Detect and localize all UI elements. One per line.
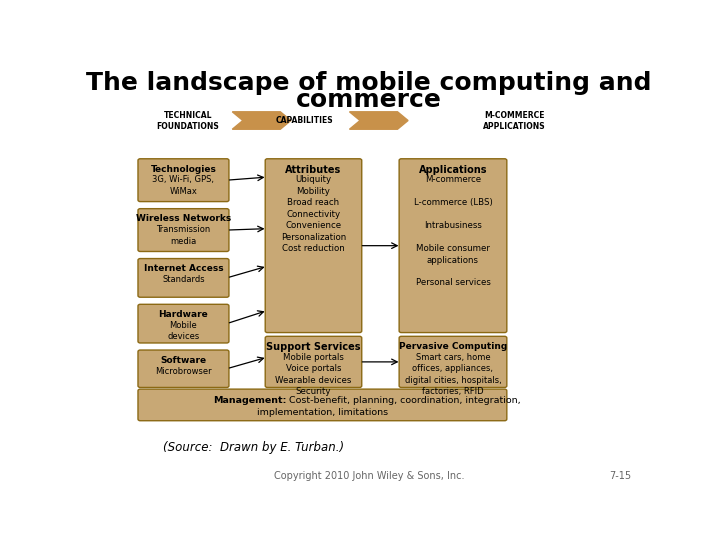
- Text: Software: Software: [161, 356, 207, 365]
- Polygon shape: [349, 112, 408, 129]
- FancyBboxPatch shape: [138, 389, 507, 421]
- Text: Applications: Applications: [419, 165, 487, 174]
- Text: M-commerce

L-commerce (LBS)

Intrabusiness

Mobile consumer
applications

Perso: M-commerce L-commerce (LBS) Intrabusines…: [413, 176, 492, 287]
- Text: Pervasive Computing: Pervasive Computing: [399, 342, 507, 351]
- Text: 3G, Wi-Fi, GPS,
WiMax: 3G, Wi-Fi, GPS, WiMax: [153, 176, 215, 196]
- Text: Cost-benefit, planning, coordination, integration,: Cost-benefit, planning, coordination, in…: [286, 396, 521, 405]
- Text: Support Services: Support Services: [266, 342, 361, 352]
- Text: Standards: Standards: [162, 275, 204, 284]
- Text: Smart cars, home
offices, appliances,
digital cities, hospitals,
factories, RFID: Smart cars, home offices, appliances, di…: [405, 353, 501, 396]
- Text: Mobile
devices: Mobile devices: [167, 321, 199, 341]
- FancyBboxPatch shape: [138, 208, 229, 252]
- FancyBboxPatch shape: [138, 159, 229, 201]
- Text: commerce: commerce: [296, 87, 442, 112]
- FancyBboxPatch shape: [138, 350, 229, 388]
- Text: Hardware: Hardware: [158, 310, 208, 319]
- Text: Mobile portals
Voice portals
Wearable devices
Security: Mobile portals Voice portals Wearable de…: [275, 353, 351, 396]
- FancyBboxPatch shape: [399, 336, 507, 388]
- FancyBboxPatch shape: [265, 159, 361, 333]
- FancyBboxPatch shape: [138, 259, 229, 297]
- Text: Wireless Networks: Wireless Networks: [136, 214, 231, 224]
- FancyBboxPatch shape: [138, 305, 229, 343]
- FancyBboxPatch shape: [265, 336, 361, 388]
- Text: Microbrowser: Microbrowser: [155, 367, 212, 376]
- Text: (Source:  Drawn by E. Turban.): (Source: Drawn by E. Turban.): [163, 441, 343, 454]
- Polygon shape: [233, 112, 291, 129]
- Text: Technologies: Technologies: [150, 165, 217, 173]
- Text: The landscape of mobile computing and: The landscape of mobile computing and: [86, 71, 652, 95]
- Text: M-COMMERCE
APPLICATIONS: M-COMMERCE APPLICATIONS: [483, 111, 545, 131]
- Text: TECHNICAL
FOUNDATIONS: TECHNICAL FOUNDATIONS: [156, 111, 219, 131]
- Text: Internet Access: Internet Access: [144, 265, 223, 273]
- Text: 7-15: 7-15: [609, 471, 631, 482]
- Text: Transmission
media: Transmission media: [156, 225, 210, 246]
- Text: Ubiquity
Mobility
Broad reach
Connectivity
Convenience
Personalization
Cost redu: Ubiquity Mobility Broad reach Connectivi…: [281, 176, 346, 253]
- Text: Management:: Management:: [213, 396, 286, 405]
- Text: Copyright 2010 John Wiley & Sons, Inc.: Copyright 2010 John Wiley & Sons, Inc.: [274, 471, 464, 482]
- Text: Attributes: Attributes: [285, 165, 341, 174]
- Text: CAPABILITIES: CAPABILITIES: [276, 116, 333, 125]
- FancyBboxPatch shape: [399, 159, 507, 333]
- Text: implementation, limitations: implementation, limitations: [257, 408, 388, 417]
